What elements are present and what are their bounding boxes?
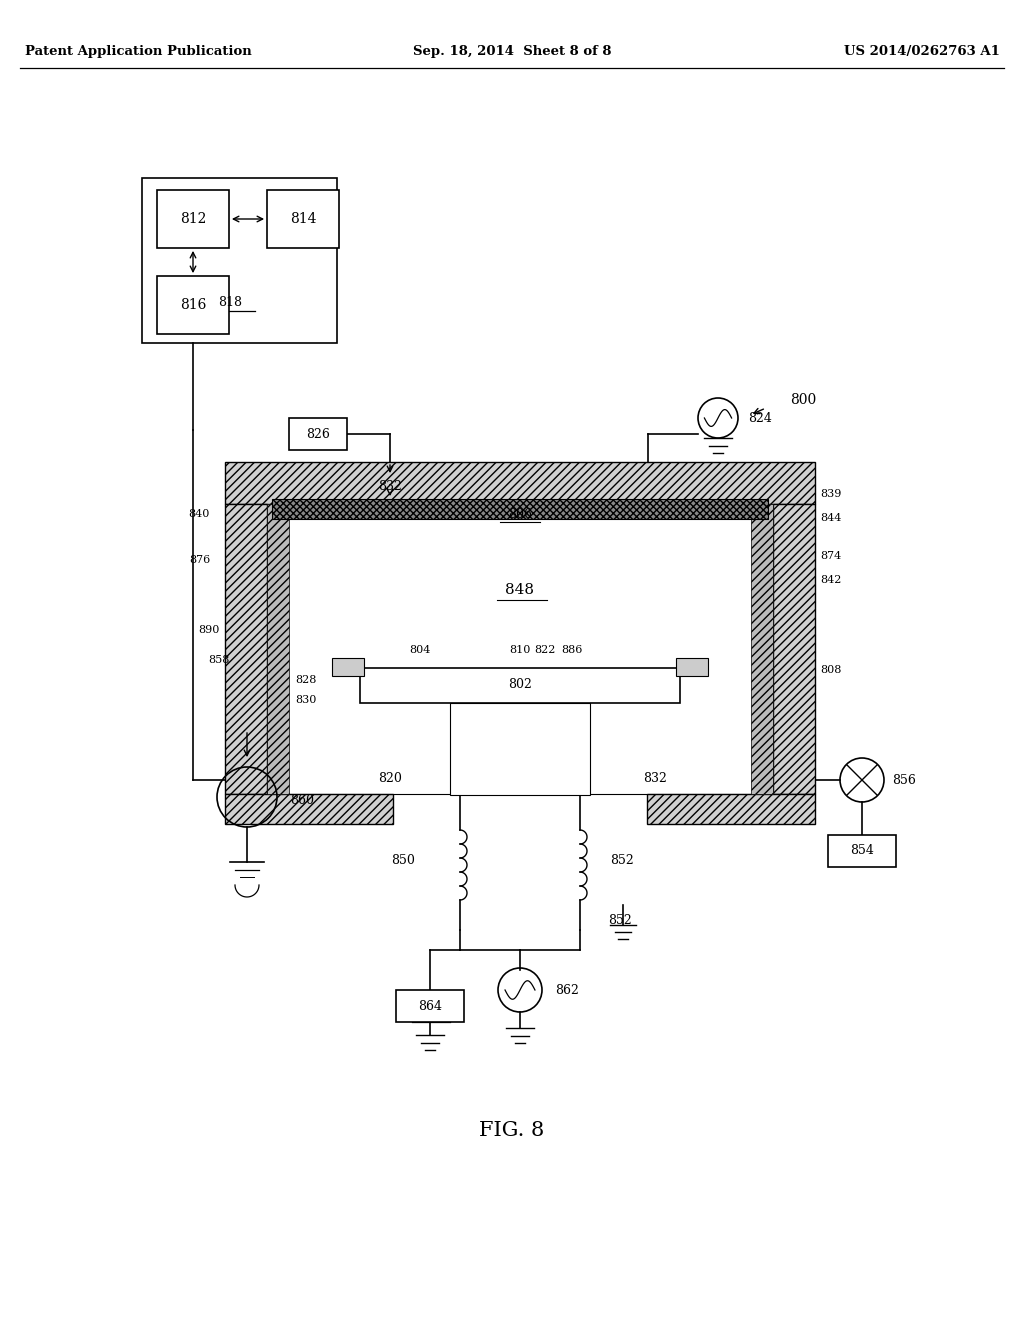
Text: 830: 830 xyxy=(296,696,317,705)
Bar xyxy=(267,504,773,795)
Text: 814: 814 xyxy=(290,213,316,226)
Text: 839: 839 xyxy=(820,488,842,499)
Bar xyxy=(450,704,590,795)
Text: 864: 864 xyxy=(418,999,442,1012)
Text: 806: 806 xyxy=(508,508,532,521)
Text: 886: 886 xyxy=(561,645,583,655)
Bar xyxy=(332,657,364,676)
Text: 876: 876 xyxy=(188,554,210,565)
Bar xyxy=(157,190,229,248)
Bar xyxy=(272,499,768,519)
Text: 802: 802 xyxy=(508,678,531,692)
Text: 816: 816 xyxy=(180,298,206,312)
Text: 832: 832 xyxy=(378,479,402,492)
Text: 818: 818 xyxy=(218,296,242,309)
Text: 824: 824 xyxy=(748,412,772,425)
Text: 832: 832 xyxy=(643,771,667,784)
Bar xyxy=(225,504,267,795)
Text: 858: 858 xyxy=(209,655,230,665)
Text: Patent Application Publication: Patent Application Publication xyxy=(25,45,252,58)
Bar xyxy=(773,504,815,795)
Text: 856: 856 xyxy=(892,774,915,787)
Text: US 2014/0262763 A1: US 2014/0262763 A1 xyxy=(844,45,1000,58)
Text: 810: 810 xyxy=(509,645,530,655)
Text: 852: 852 xyxy=(608,913,632,927)
Text: 860: 860 xyxy=(290,793,314,807)
Text: 874: 874 xyxy=(820,550,842,561)
Text: 820: 820 xyxy=(378,771,402,784)
Bar xyxy=(225,462,815,504)
Text: 842: 842 xyxy=(820,576,842,585)
Text: 854: 854 xyxy=(850,845,873,858)
Bar xyxy=(360,668,680,704)
Bar xyxy=(647,795,815,824)
Text: 862: 862 xyxy=(555,983,579,997)
Text: Sep. 18, 2014  Sheet 8 of 8: Sep. 18, 2014 Sheet 8 of 8 xyxy=(413,45,611,58)
Bar xyxy=(751,504,773,795)
Bar xyxy=(676,657,708,676)
Bar xyxy=(267,190,339,248)
Bar xyxy=(289,418,347,450)
Text: 822: 822 xyxy=(535,645,556,655)
Bar xyxy=(396,990,464,1022)
Bar xyxy=(142,178,337,343)
Text: 808: 808 xyxy=(820,665,842,675)
Text: 840: 840 xyxy=(188,510,210,519)
Text: 852: 852 xyxy=(610,854,634,866)
Bar xyxy=(267,504,289,795)
Text: 828: 828 xyxy=(296,675,317,685)
Text: 844: 844 xyxy=(820,513,842,523)
Text: FIG. 8: FIG. 8 xyxy=(479,1121,545,1139)
Text: 800: 800 xyxy=(790,393,816,407)
Text: 804: 804 xyxy=(410,645,431,655)
Text: 850: 850 xyxy=(391,854,415,866)
Bar xyxy=(828,836,896,867)
Text: 826: 826 xyxy=(306,428,330,441)
Bar xyxy=(225,795,393,824)
Bar xyxy=(157,276,229,334)
Text: 848: 848 xyxy=(506,583,535,597)
Text: 812: 812 xyxy=(180,213,206,226)
Text: 890: 890 xyxy=(199,624,220,635)
